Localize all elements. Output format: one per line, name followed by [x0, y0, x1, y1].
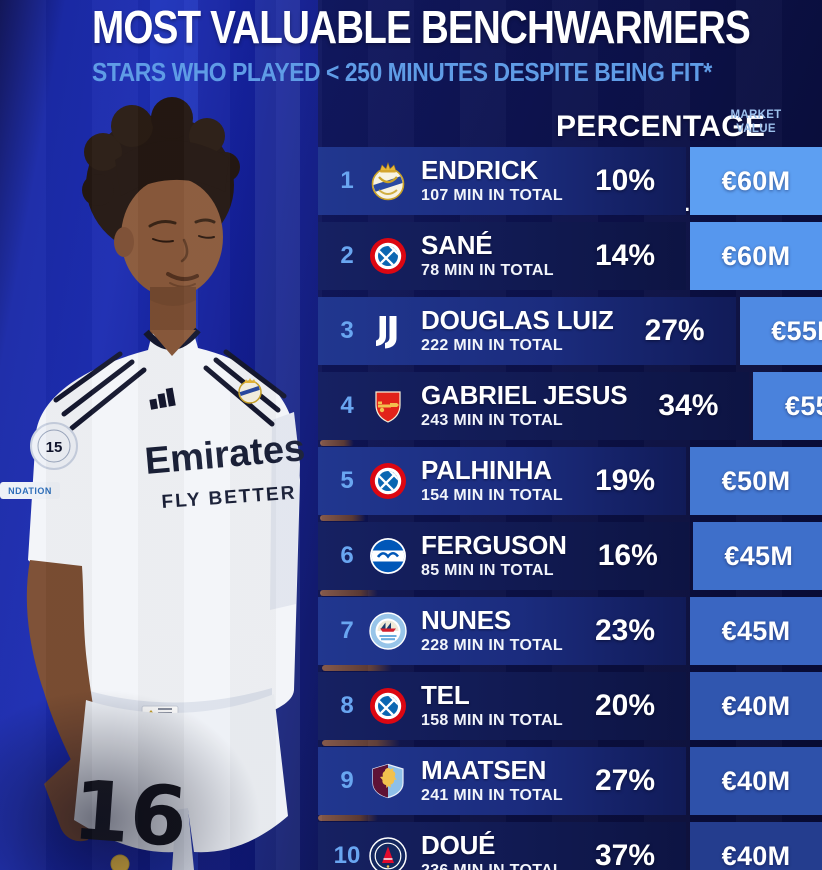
- table-row: 2 SANÉ 78 MIN IN TOTAL 14% €60M: [318, 222, 822, 290]
- bayern-badge-icon: [368, 236, 408, 276]
- percentage-value: 10%: [594, 164, 656, 197]
- percentage-value: 20%: [594, 689, 656, 722]
- adidas-logo-icon: [149, 387, 176, 410]
- market-value: €55M: [739, 297, 822, 365]
- arsenal-badge-icon: [368, 386, 408, 426]
- player-name: SANÉ: [421, 229, 493, 260]
- player-minutes: 236 MIN IN TOTAL: [421, 862, 564, 870]
- player-minutes: 107 MIN IN TOTAL: [421, 187, 564, 205]
- player-name: TEL: [421, 679, 470, 710]
- market-value: €40M: [690, 747, 822, 815]
- player-minutes: 158 MIN IN TOTAL: [421, 712, 564, 730]
- player-name: DOUGLAS LUIZ: [421, 304, 614, 335]
- percentage-value: 14%: [594, 239, 656, 272]
- table-row: 1 ENDRICK 107 MIN IN TOTAL 10% €60M: [318, 147, 822, 215]
- rank-label: 4: [340, 392, 354, 419]
- table-row: 6 FERGUSON 85 MIN IN TOTAL 16% €45M: [318, 522, 822, 590]
- table-row: 4 GABRIEL JESUS 243 MIN IN TOTAL 34% €55…: [318, 372, 822, 440]
- background-rail-mark: [320, 440, 354, 446]
- column-header-market-value: MARKET VALUE: [730, 109, 782, 136]
- player-name: GABRIEL JESUS: [421, 379, 628, 410]
- player-name: DOUÉ: [421, 829, 496, 860]
- rank-label: 7: [340, 617, 354, 644]
- svg-text:15: 15: [46, 439, 63, 456]
- rank-label: 1: [340, 167, 354, 194]
- ucl-sleeve-patch-icon: 15: [30, 422, 78, 470]
- page-title: MOST VALUABLE BENCHWARMERS: [92, 1, 751, 53]
- psg-badge-icon: [368, 836, 408, 870]
- market-value: €60M: [690, 147, 822, 215]
- player-minutes: 78 MIN IN TOTAL: [421, 262, 554, 280]
- page-subtitle: STARS WHO PLAYED < 250 MINUTES DESPITE B…: [92, 57, 712, 87]
- background-rail-mark: [320, 515, 366, 521]
- svg-text:NDATION: NDATION: [8, 486, 52, 496]
- background-rail-mark: [322, 665, 392, 671]
- benchwarmers-table: PERCENTAGE OF POSSIBLE MIN MARKET VALUE …: [318, 0, 822, 870]
- jersey-crest-icon: [238, 378, 262, 404]
- table-row: 9 MAATSEN 241 MIN IN TOTAL 27% €40M: [318, 747, 822, 815]
- rank-label: 6: [340, 542, 354, 569]
- background-rail-mark: [322, 740, 400, 746]
- player-name: MAATSEN: [421, 754, 547, 785]
- market-value: €60M: [690, 222, 822, 290]
- percentage-value: 37%: [594, 839, 656, 870]
- player-minutes: 222 MIN IN TOTAL: [421, 337, 564, 355]
- rank-label: 2: [340, 242, 354, 269]
- aston-villa-badge-icon: [368, 761, 408, 801]
- market-value: €40M: [690, 822, 822, 870]
- player-name: FERGUSON: [421, 529, 567, 560]
- player-minutes: 228 MIN IN TOTAL: [421, 637, 564, 655]
- table-row: 8 TEL 158 MIN IN TOTAL 20% €40M: [318, 672, 822, 740]
- man-city-badge-icon: [368, 611, 408, 651]
- player-minutes: 241 MIN IN TOTAL: [421, 787, 564, 805]
- market-value: €40M: [690, 672, 822, 740]
- bayern-badge-icon: [368, 686, 408, 726]
- rank-label: 10: [333, 842, 361, 869]
- percentage-value: 27%: [644, 314, 705, 347]
- percentage-value: 19%: [594, 464, 656, 497]
- table-row: 10 DOUÉ 236 MIN IN TOTAL 37% €40M: [318, 822, 822, 870]
- foundation-patch: NDATION: [0, 482, 60, 499]
- background-rail-mark: [318, 815, 378, 821]
- player-minutes: 85 MIN IN TOTAL: [421, 562, 554, 580]
- player-name: NUNES: [421, 604, 512, 635]
- background-rail-mark: [320, 590, 378, 596]
- player-minutes: 154 MIN IN TOTAL: [421, 487, 564, 505]
- real-madrid-badge-icon: [368, 161, 408, 201]
- market-value: €55M: [753, 372, 822, 440]
- player-name: ENDRICK: [421, 154, 539, 185]
- market-value: €45M: [690, 597, 822, 665]
- market-value: €45M: [692, 522, 822, 590]
- percentage-value: 16%: [597, 539, 658, 572]
- juventus-badge-icon: [368, 311, 408, 351]
- player-minutes: 243 MIN IN TOTAL: [421, 412, 564, 430]
- table-row: 5 PALHINHA 154 MIN IN TOTAL 19% €50M: [318, 447, 822, 515]
- percentage-value: 34%: [658, 389, 719, 422]
- rank-label: 3: [340, 317, 354, 344]
- player-name: PALHINHA: [421, 454, 552, 485]
- rank-label: 9: [340, 767, 354, 794]
- market-value: €50M: [690, 447, 822, 515]
- percentage-value: 27%: [594, 764, 656, 797]
- brighton-badge-icon: [368, 536, 408, 576]
- table-row: 7 NUNES 228 MIN IN TOTAL 23% €45M: [318, 597, 822, 665]
- rank-label: 8: [340, 692, 354, 719]
- table-row: 3 DOUGLAS LUIZ 222 MIN IN TOTAL 27% €55M: [318, 297, 822, 365]
- bayern-badge-icon: [368, 461, 408, 501]
- percentage-value: 23%: [594, 614, 656, 647]
- rank-label: 5: [340, 467, 354, 494]
- player-photo-panel: Emirates FLY BETTER 15 NDATION: [0, 0, 318, 870]
